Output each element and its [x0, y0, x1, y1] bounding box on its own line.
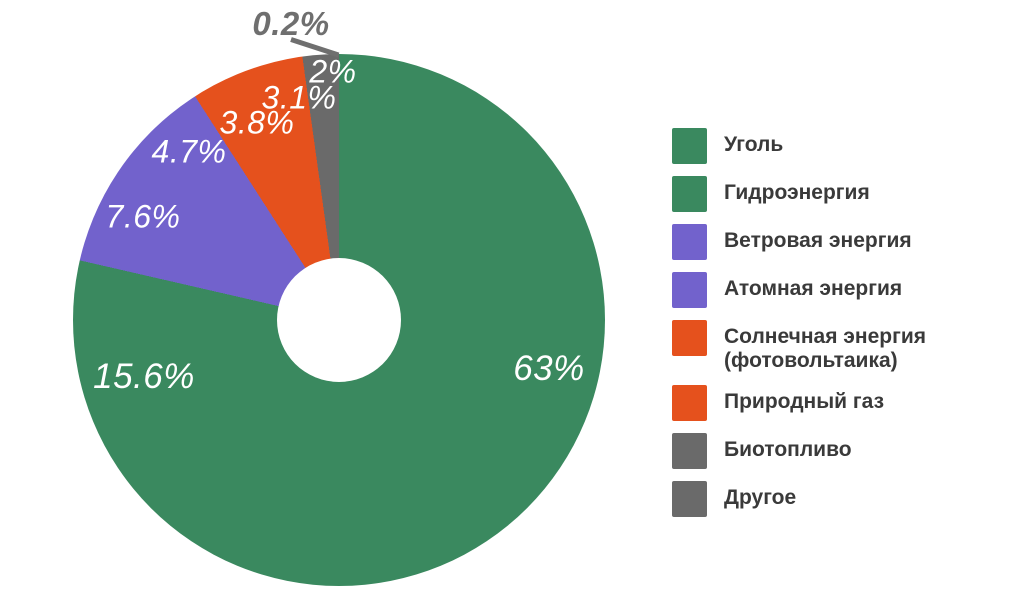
legend-swatch-other	[672, 481, 707, 517]
legend-swatch-wind	[672, 224, 707, 260]
legend-label-gas: Природный газ	[724, 390, 885, 413]
legend-label-biofuel: Биотопливо	[724, 438, 852, 461]
legend-item-other: Другое	[672, 481, 939, 517]
legend-swatch-solar	[672, 320, 707, 356]
legend-label-hydro: Гидроэнергия	[724, 181, 870, 204]
legend: Уголь Гидроэнергия Ветровая энергия Атом…	[672, 128, 939, 517]
legend-swatch-hydro	[672, 176, 707, 212]
donut-hole	[277, 258, 401, 382]
legend-label-coal: Уголь	[724, 133, 784, 156]
legend-item-biofuel: Биотопливо	[672, 433, 939, 469]
legend-item-solar: Солнечная энергия (фотовольтаика)	[672, 320, 939, 373]
legend-swatch-nuclear	[672, 272, 707, 308]
legend-item-coal: Уголь	[672, 128, 939, 164]
legend-swatch-biofuel	[672, 433, 707, 469]
legend-label-solar: Солнечная энергия (фотовольтаика)	[724, 325, 926, 372]
legend-item-wind: Ветровая энергия	[672, 224, 939, 260]
legend-item-nuclear: Атомная энергия	[672, 272, 939, 308]
legend-item-gas: Природный газ	[672, 385, 939, 421]
legend-item-hydro: Гидроэнергия	[672, 176, 939, 212]
legend-label-nuclear: Атомная энергия	[724, 277, 903, 300]
legend-swatch-coal	[672, 128, 707, 164]
legend-swatch-gas	[672, 385, 707, 421]
legend-label-wind: Ветровая энергия	[724, 229, 912, 252]
legend-label-other: Другое	[724, 486, 797, 509]
